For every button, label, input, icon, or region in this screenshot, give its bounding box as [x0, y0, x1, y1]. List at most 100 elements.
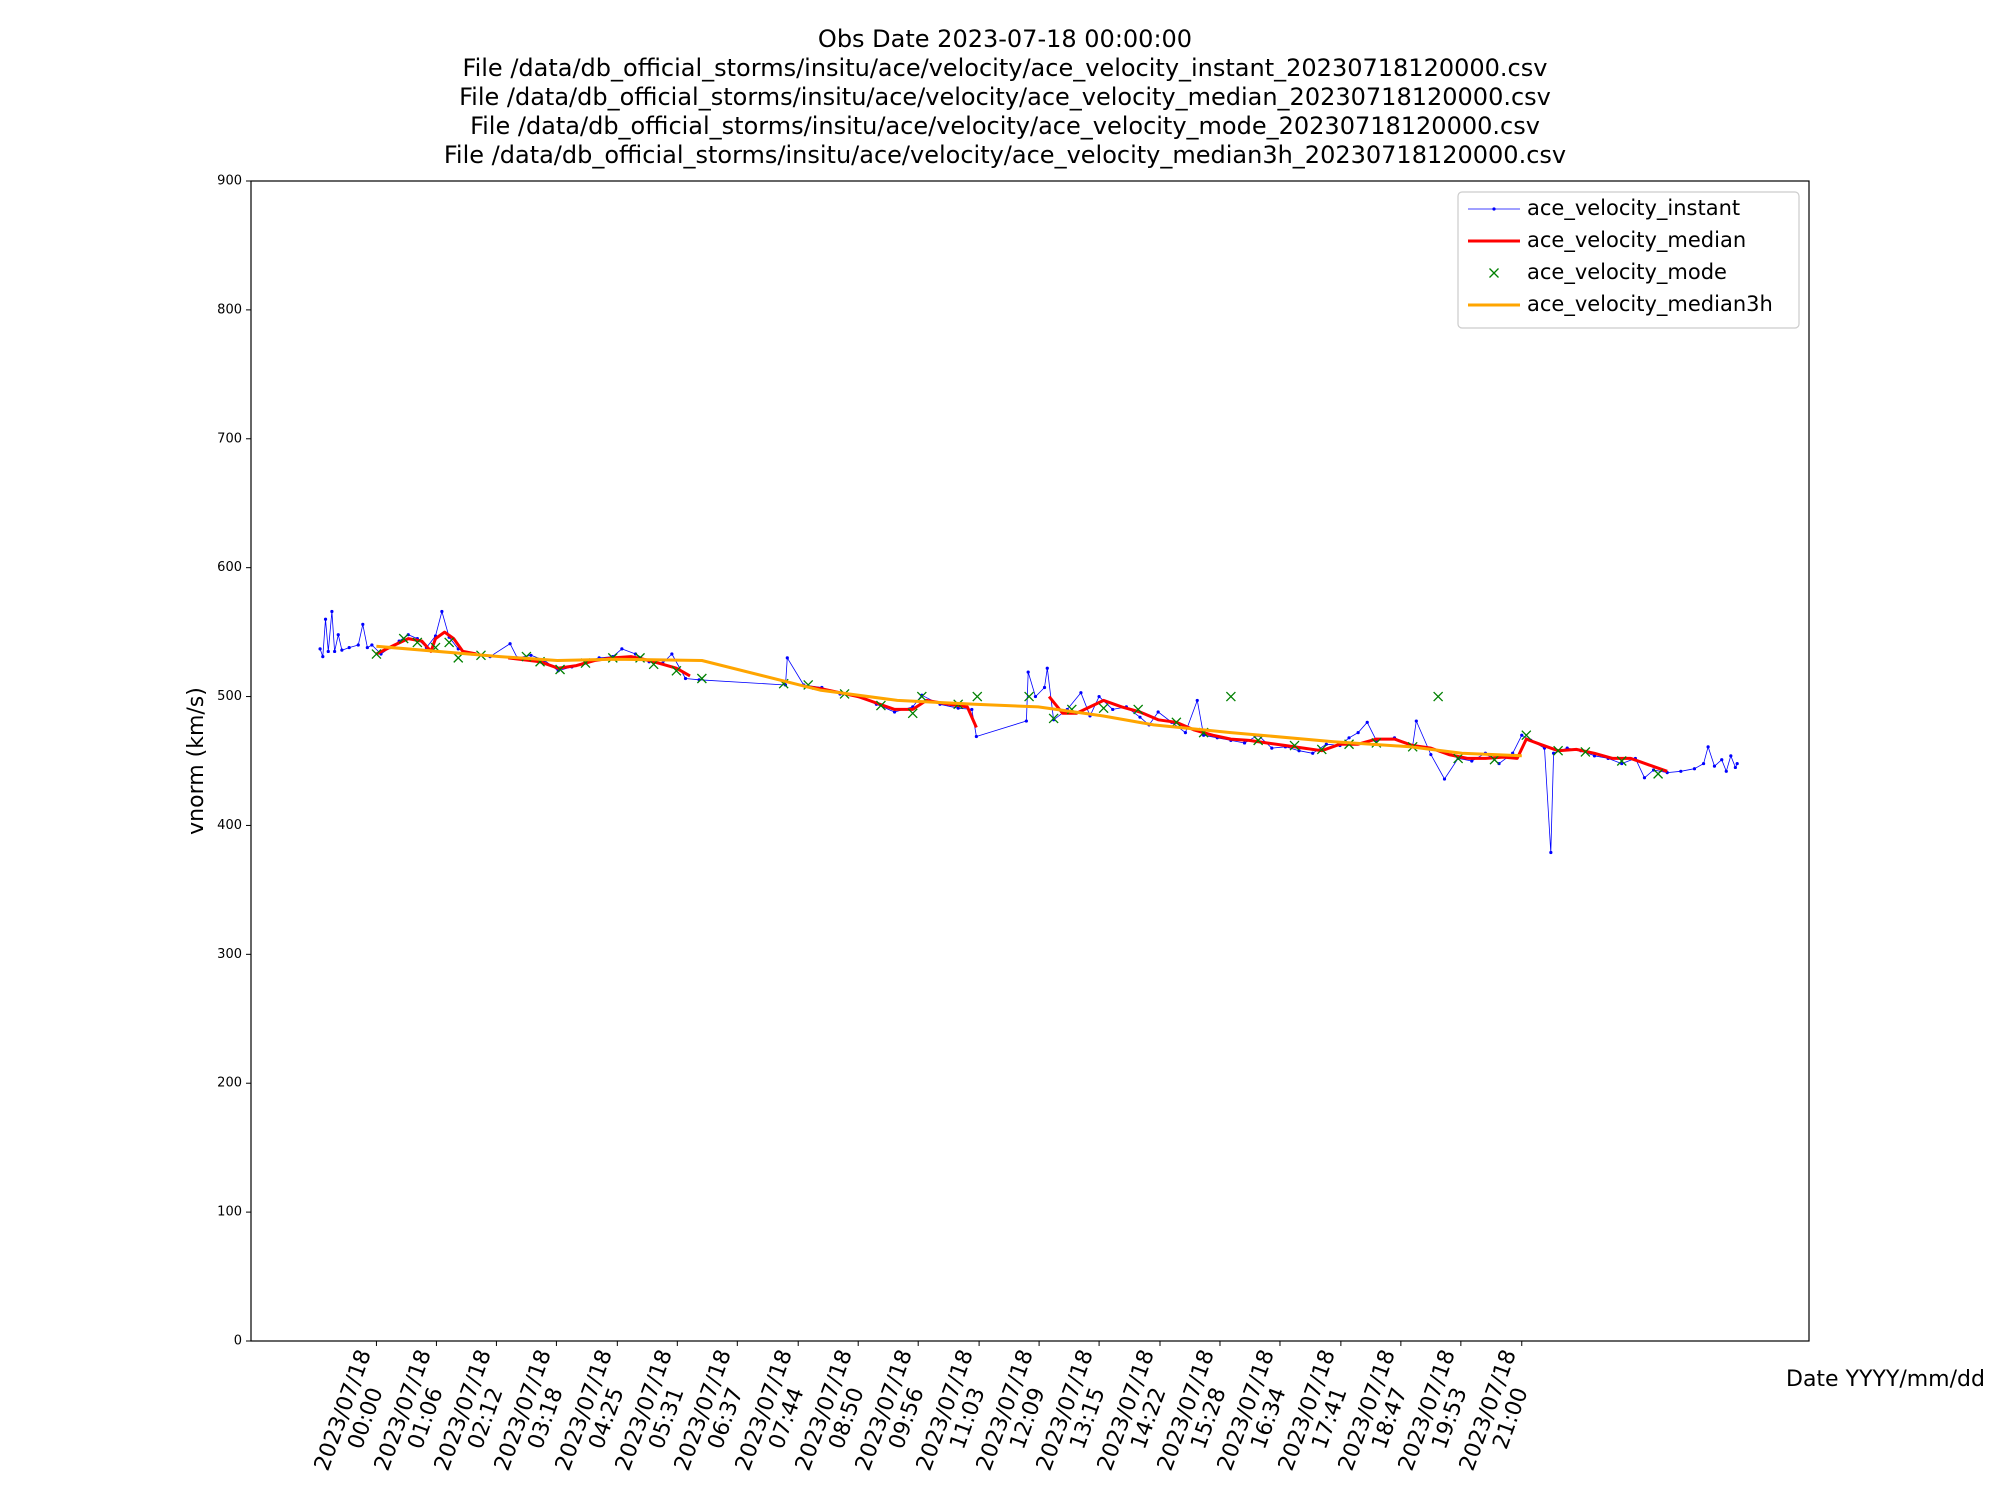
- series-point: [1620, 761, 1624, 766]
- series-point: [365, 645, 369, 650]
- series-point: [683, 676, 688, 681]
- series-point: [1033, 694, 1038, 699]
- series-point: [1679, 769, 1683, 773]
- legend-label: ace_velocity_mode: [1527, 260, 1727, 285]
- legend-label: ace_velocity_median3h: [1527, 292, 1773, 317]
- series-point: [1195, 698, 1199, 703]
- chart-title: File /data/db_official_storms/insitu/ace…: [444, 141, 1566, 169]
- series-point: [1692, 767, 1697, 771]
- series-marker: [648, 659, 659, 670]
- series-marker: [696, 673, 707, 684]
- series-marker: [1616, 756, 1627, 766]
- series-point: [1183, 731, 1188, 735]
- y-tick-label: 500: [217, 689, 242, 704]
- legend-marker: [1489, 268, 1499, 278]
- series-point: [974, 734, 978, 739]
- chart-title: File /data/db_official_storms/insitu/ace…: [470, 112, 1540, 140]
- series-point: [1729, 754, 1733, 758]
- series-point: [1156, 710, 1160, 714]
- series-point: [440, 609, 444, 614]
- y-tick-label: 800: [217, 302, 242, 317]
- series-point: [321, 655, 325, 659]
- series-marker: [1553, 745, 1564, 756]
- series-point: [1365, 720, 1369, 724]
- series-point: [785, 656, 789, 660]
- legend-box: [1457, 191, 1800, 329]
- series-point: [956, 706, 960, 710]
- series-marker: [1171, 717, 1182, 728]
- y-tick-label: 900: [217, 174, 242, 189]
- series-point: [326, 649, 330, 654]
- legend-label: ace_velocity_median: [1527, 228, 1746, 253]
- series-marker: [1289, 740, 1300, 751]
- series-point: [340, 648, 344, 652]
- series-point: [1270, 746, 1274, 750]
- y-tick-label: 600: [217, 560, 242, 575]
- series-marker: [1098, 703, 1109, 714]
- series-point: [620, 647, 624, 651]
- series-marker: [916, 691, 927, 702]
- series-point: [970, 707, 974, 712]
- y-tick-label: 700: [217, 431, 242, 446]
- series-marker: [1253, 735, 1264, 746]
- series-marker: [412, 637, 423, 648]
- series-marker: [1316, 744, 1327, 755]
- chart-title: File /data/db_official_storms/insitu/ace…: [459, 83, 1551, 111]
- series-point: [1111, 707, 1115, 712]
- series-marker: [1653, 768, 1664, 779]
- series-point: [1520, 733, 1524, 737]
- y-tick-label: 200: [217, 1076, 242, 1091]
- series-point: [508, 642, 512, 646]
- series-point: [1724, 769, 1728, 773]
- y-tick-label: 0: [234, 1334, 242, 1349]
- y-axis-label: vnorm (km/s): [184, 687, 209, 835]
- series-line: [376, 644, 1522, 758]
- y-tick-label: 400: [217, 818, 242, 833]
- series-point: [1735, 761, 1739, 766]
- series-point: [1079, 691, 1083, 695]
- series-point: [1024, 719, 1028, 723]
- series-point: [1701, 761, 1706, 766]
- series-point: [1347, 736, 1351, 740]
- series-marker: [671, 665, 682, 676]
- series-point: [1042, 685, 1047, 690]
- series-marker: [1489, 754, 1500, 765]
- series-marker: [453, 652, 464, 663]
- series-point: [323, 617, 328, 621]
- x-axis-label: Date YYYY/mm/dd: [1786, 1367, 1985, 1392]
- series-point: [1097, 694, 1101, 699]
- series-marker: [444, 637, 455, 648]
- series-marker: [1453, 753, 1464, 764]
- series-point: [370, 643, 374, 647]
- series-point: [1026, 670, 1030, 674]
- series-point: [1242, 741, 1247, 745]
- series-point: [1138, 715, 1142, 719]
- chart-title: Obs Date 2023-07-18 00:00:00: [818, 25, 1192, 53]
- series-point: [1356, 731, 1360, 735]
- plot-frame: [250, 180, 1810, 1342]
- series-point: [318, 647, 322, 651]
- series-point: [1642, 776, 1647, 780]
- series-point: [1720, 758, 1724, 762]
- series-marker: [1433, 691, 1444, 702]
- series-marker: [1225, 691, 1236, 702]
- series-point: [333, 649, 337, 654]
- series-point: [1470, 759, 1474, 763]
- series-point: [1311, 751, 1315, 755]
- series-point: [1045, 666, 1049, 670]
- series-marker: [398, 633, 409, 644]
- series-line: [319, 611, 1738, 853]
- legend-dot: [1492, 207, 1496, 211]
- series-marker: [907, 708, 918, 719]
- series-marker: [875, 700, 886, 711]
- y-tick-label: 100: [217, 1205, 242, 1220]
- series-point: [1706, 745, 1710, 749]
- series-marker: [1048, 713, 1059, 724]
- series-marker: [555, 664, 566, 675]
- series-point: [330, 609, 334, 614]
- y-tick-label: 300: [217, 947, 242, 962]
- chart-title: File /data/db_official_storms/insitu/ace…: [463, 54, 1548, 82]
- series-point: [1733, 765, 1737, 770]
